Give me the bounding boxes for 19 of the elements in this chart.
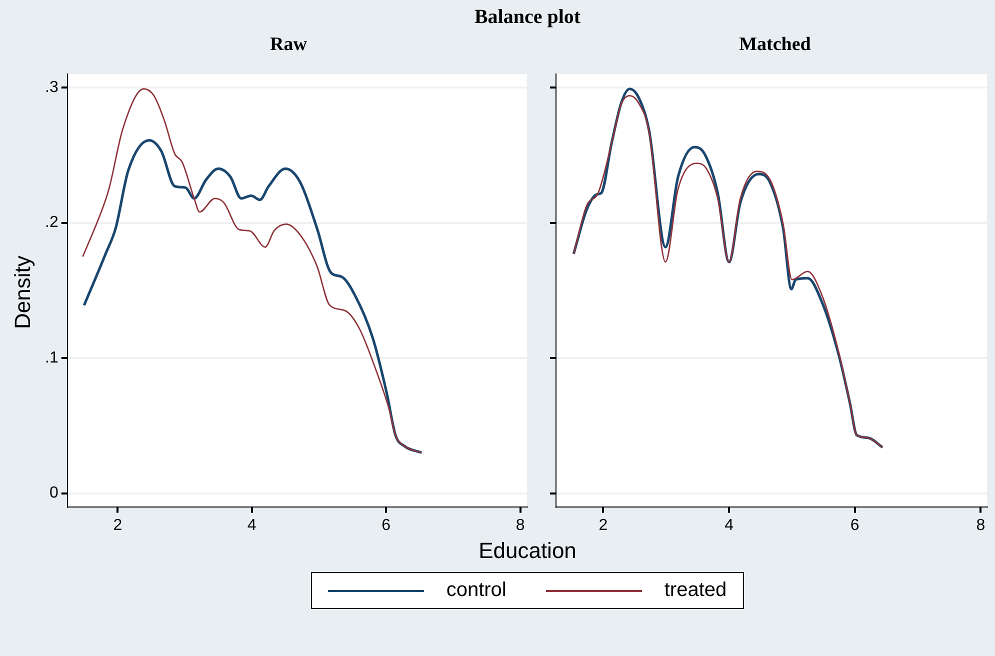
- x-axis-title: Education: [478, 538, 578, 565]
- legend-label: control: [446, 579, 506, 602]
- y-axis-title: Density: [10, 256, 36, 329]
- y-tick-label: .3: [45, 78, 58, 96]
- x-tick-label: 2: [598, 516, 608, 534]
- y-tick-label: 0: [49, 484, 58, 502]
- x-tick-label: 2: [113, 516, 122, 534]
- x-tick-label: 6: [382, 516, 391, 534]
- x-tick-label: 6: [850, 516, 860, 534]
- x-tick-label: 8: [976, 516, 986, 534]
- y-tick-label: .1: [45, 349, 58, 366]
- y-tick-label: .2: [45, 214, 58, 232]
- chart-subtitle: Raw: [269, 34, 308, 57]
- legend-label: treated: [664, 579, 727, 602]
- x-tick-label: 8: [516, 516, 525, 534]
- chart-subtitle: Matched: [738, 34, 812, 57]
- chart-title: Balance plot: [473, 5, 582, 30]
- x-tick-label: 4: [247, 516, 256, 534]
- x-tick-label: 4: [724, 516, 734, 534]
